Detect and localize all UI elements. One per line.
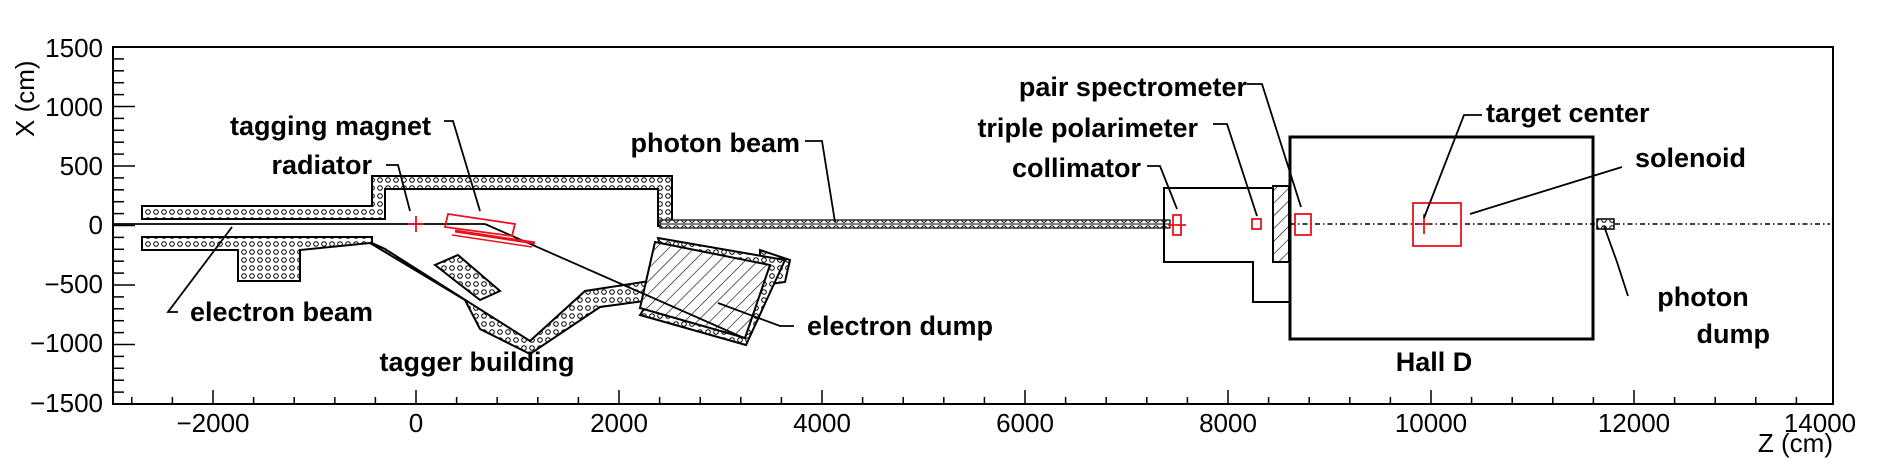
pair-spectrometer-box <box>1294 213 1312 236</box>
label-pair-spectrometer: pair spectrometer <box>1019 72 1248 102</box>
x-tick-label: 10000 <box>1395 408 1467 438</box>
pair-spectrometer-hatch <box>1272 185 1290 263</box>
label-tagging-magnet: tagging magnet <box>230 111 431 141</box>
y-tick-label: −1500 <box>30 388 103 418</box>
x-tick-label: −2000 <box>176 408 249 438</box>
x-tick-label: 6000 <box>996 408 1054 438</box>
x-tick-label: 0 <box>409 408 423 438</box>
label-hall-d: Hall D <box>1396 347 1473 377</box>
x-tick-label: 4000 <box>793 408 851 438</box>
label-electron-beam: electron beam <box>190 297 373 327</box>
leader-lines <box>166 83 1629 327</box>
label-photon-dump-line1: photon <box>1657 282 1748 312</box>
label-collimator: collimator <box>1012 153 1142 183</box>
y-axis-title: X (cm) <box>10 60 40 137</box>
label-solenoid: solenoid <box>1635 143 1746 173</box>
x-tick-label: 8000 <box>1199 408 1257 438</box>
label-electron-dump: electron dump <box>807 311 993 341</box>
hall-d-outline <box>1288 135 1595 341</box>
y-tick-labels: 1500 1000 500 0 −500 −1000 −1500 <box>30 33 103 418</box>
electron-dump-hatch <box>638 240 772 340</box>
label-photon-beam: photon beam <box>631 128 801 158</box>
label-target-center: target center <box>1486 98 1650 128</box>
tagger-building <box>141 175 792 356</box>
x-axis-ticks <box>131 390 1798 404</box>
y-tick-label: 1500 <box>45 33 103 63</box>
x-axis-title: Z (cm) <box>1758 428 1833 458</box>
tagger-components <box>408 212 536 248</box>
y-tick-label: −1000 <box>30 328 103 358</box>
label-triple-polarimeter: triple polarimeter <box>977 113 1198 143</box>
photon-dump-box <box>1596 218 1615 230</box>
tagging-magnet-shape <box>443 212 517 237</box>
tagger-upper-wall <box>141 175 673 227</box>
tagger-inner-wall <box>433 253 502 302</box>
x-tick-label: 2000 <box>590 408 648 438</box>
y-axis-ticks <box>113 46 135 405</box>
label-tagger-building: tagger building <box>380 347 575 377</box>
collimator-cave-outline <box>1163 187 1290 303</box>
component-labels: tagging magnet radiator photon beam pair… <box>190 72 1770 377</box>
tagger-focal-plane <box>454 229 536 245</box>
triple-polarimeter-box <box>1251 218 1262 230</box>
x-tick-label: 12000 <box>1598 408 1670 438</box>
x-tick-label: 14000 <box>1784 408 1856 438</box>
solenoid-box <box>1412 202 1462 247</box>
label-radiator: radiator <box>271 150 372 180</box>
photon-beam-pipe <box>659 219 1171 229</box>
label-photon-dump-line2: dump <box>1697 319 1771 349</box>
y-tick-label: 500 <box>60 151 103 181</box>
y-tick-label: 1000 <box>45 92 103 122</box>
y-tick-label: 0 <box>89 210 103 240</box>
x-tick-labels: −2000 0 2000 4000 6000 8000 10000 12000 … <box>176 408 1856 438</box>
y-tick-label: −500 <box>44 269 103 299</box>
